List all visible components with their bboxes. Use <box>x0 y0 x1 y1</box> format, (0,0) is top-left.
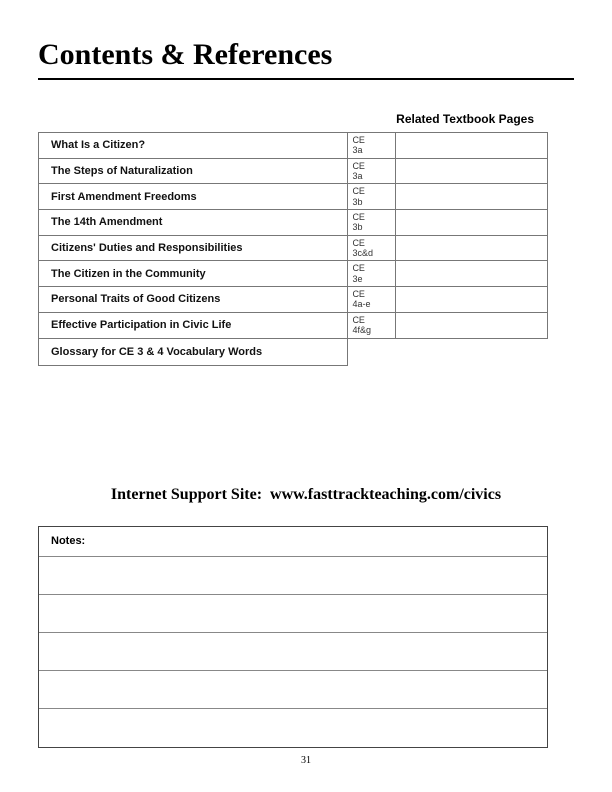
row-code: CE3e <box>348 261 396 287</box>
notes-blank-row <box>39 671 547 709</box>
row-code: CE3b <box>348 210 396 236</box>
row-pages-blank <box>396 210 548 236</box>
row-pages-blank <box>396 261 548 287</box>
row-code: CE3a <box>348 158 396 184</box>
table-row: The 14th AmendmentCE3b <box>39 210 548 236</box>
row-title: The Citizen in the Community <box>39 261 348 287</box>
row-code: CE4f&g <box>348 312 396 338</box>
row-pages-blank <box>396 184 548 210</box>
table-row: Citizens' Duties and ResponsibilitiesCE3… <box>39 235 548 261</box>
row-pages-blank <box>396 133 548 159</box>
row-title: The 14th Amendment <box>39 210 348 236</box>
row-title: What Is a Citizen? <box>39 133 348 159</box>
table-row: Personal Traits of Good CitizensCE4a-e <box>39 287 548 313</box>
related-textbook-heading: Related Textbook Pages <box>38 112 574 126</box>
page-number: 31 <box>0 755 612 766</box>
row-title: Glossary for CE 3 & 4 Vocabulary Words <box>39 338 348 365</box>
table-row: The Citizen in the CommunityCE3e <box>39 261 548 287</box>
row-code: CE3c&d <box>348 235 396 261</box>
row-pages-blank <box>396 235 548 261</box>
notes-blank-row <box>39 709 547 747</box>
table-row: Glossary for CE 3 & 4 Vocabulary Words <box>39 338 548 365</box>
row-code: CE3a <box>348 133 396 159</box>
notes-blank-row <box>39 557 547 595</box>
row-code: CE3b <box>348 184 396 210</box>
row-title: The Steps of Naturalization <box>39 158 348 184</box>
row-title: First Amendment Freedoms <box>39 184 348 210</box>
title-rule <box>38 78 574 80</box>
row-pages-blank <box>396 287 548 313</box>
table-row: What Is a Citizen?CE3a <box>39 133 548 159</box>
table-row: The Steps of NaturalizationCE3a <box>39 158 548 184</box>
table-row: Effective Participation in Civic LifeCE4… <box>39 312 548 338</box>
page-title: Contents & References <box>38 38 574 72</box>
row-title: Citizens' Duties and Responsibilities <box>39 235 348 261</box>
row-title: Personal Traits of Good Citizens <box>39 287 348 313</box>
row-title: Effective Participation in Civic Life <box>39 312 348 338</box>
table-row: First Amendment FreedomsCE3b <box>39 184 548 210</box>
notes-blank-row <box>39 595 547 633</box>
contents-table: What Is a Citizen?CE3a The Steps of Natu… <box>38 132 548 366</box>
notes-blank-row <box>39 633 547 671</box>
row-code: CE4a-e <box>348 287 396 313</box>
row-pages-blank <box>396 158 548 184</box>
support-site-label: Internet Support Site: www.fasttrackteac… <box>38 486 574 504</box>
row-pages-blank <box>396 312 548 338</box>
notes-box: Notes: <box>38 526 548 748</box>
notes-heading: Notes: <box>39 527 547 557</box>
